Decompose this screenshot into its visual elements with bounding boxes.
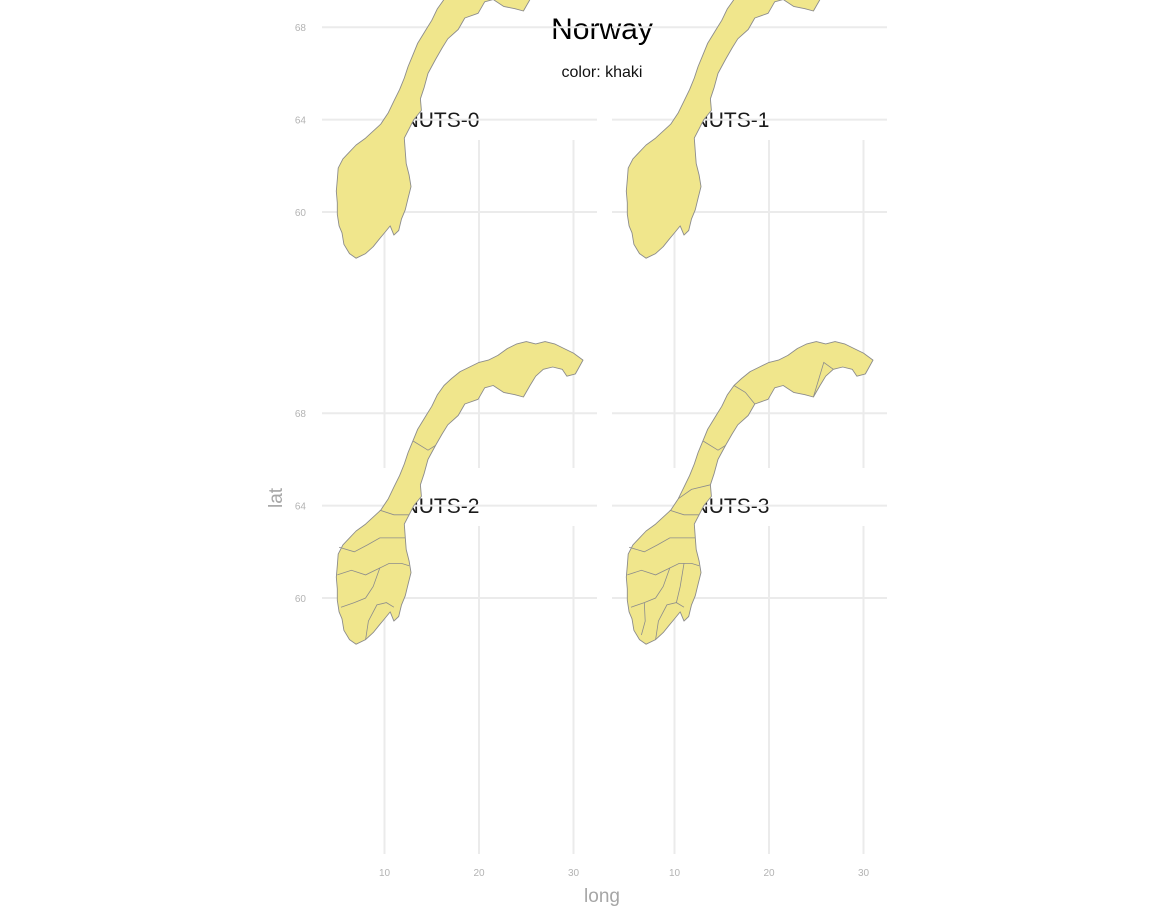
facet-panel-nuts-3: NUTS-310 20 30 [612,341,887,879]
y-tick-label: 68 [295,23,307,34]
region-border [678,484,711,500]
region-border [338,537,406,553]
norway-shape [625,341,874,645]
region-border [702,440,726,451]
y-tick-label: 60 [295,594,307,605]
norway-shape [335,341,584,645]
region-border [365,602,395,640]
region-border [733,385,756,405]
figure-subtitle: color: khaki [562,64,643,81]
region-border [340,567,381,608]
x-axis-label: long [584,886,620,907]
region-border [412,440,436,451]
x-tick-label: 30 [568,868,580,879]
x-tick-label: 20 [473,868,485,879]
region-border [655,602,685,640]
y-tick-label: 64 [295,116,307,127]
norway-shape [335,0,531,259]
x-tick-label: 20 [763,868,775,879]
norway-shape [625,0,821,259]
y-tick-label: 68 [295,409,307,420]
x-tick-label: 10 [379,868,391,879]
y-tick-label: 60 [295,208,307,219]
x-tick-label: 30 [858,868,870,879]
facet-panel-nuts-1: NUTS-1 [612,0,887,468]
x-tick-label: 10 [669,868,681,879]
region-border [630,567,671,608]
y-tick-label: 64 [295,502,307,513]
region-border [669,509,700,516]
y-axis-label: lat [266,487,287,508]
region-border [676,563,685,603]
figure-title: Norway [551,13,653,46]
region-border [813,361,834,398]
region-border [379,509,410,516]
region-border [628,537,696,553]
region-border [641,602,646,636]
